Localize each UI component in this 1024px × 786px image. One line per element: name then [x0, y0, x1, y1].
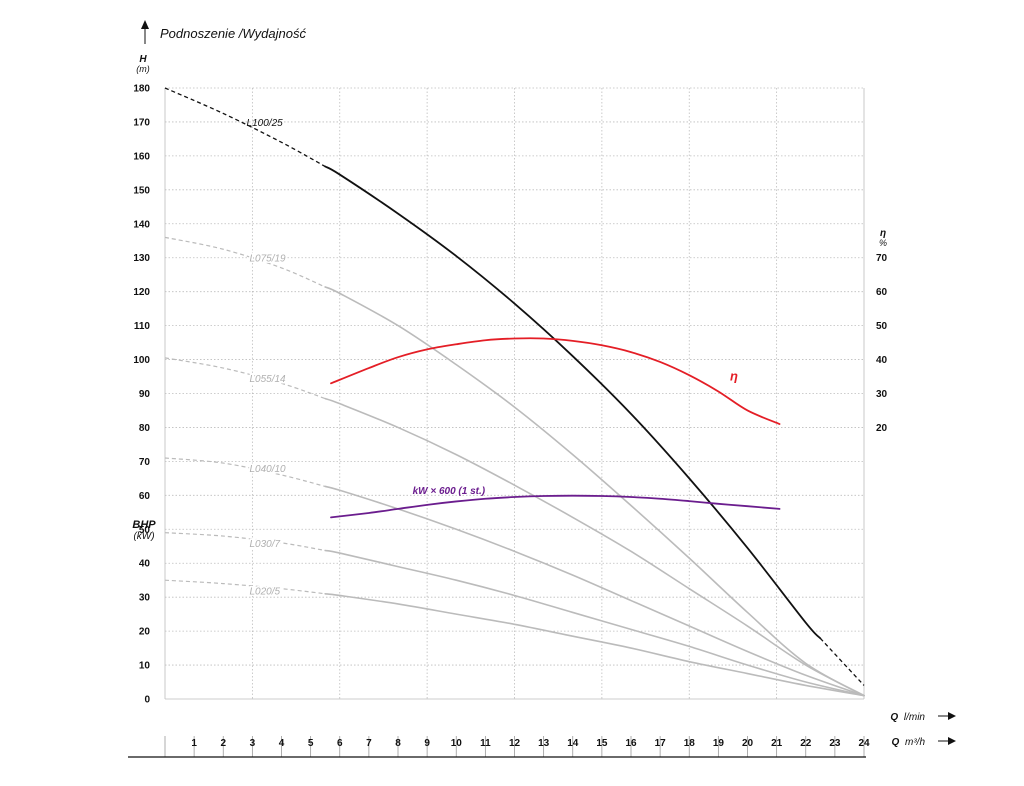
x-tick-label: 11 — [480, 738, 491, 749]
series-line-dashed-3 — [164, 457, 326, 488]
x-tick-label: 24 — [858, 738, 870, 749]
curves — [164, 87, 865, 697]
series-line-3 — [324, 485, 865, 697]
x-axis-bottom-label: Q m³/h — [891, 737, 925, 748]
y-tick-label: 150 — [133, 185, 150, 196]
series-line-dashed-5 — [164, 579, 326, 595]
y-tick-label: 20 — [139, 627, 151, 638]
series-label: η — [730, 369, 738, 384]
y-tick-label: 70 — [139, 457, 151, 468]
x-tick-label: 7 — [366, 738, 372, 749]
y-tick-label: 100 — [133, 355, 150, 366]
series-line-dashed-0 — [164, 87, 326, 168]
y-tick-label: 30 — [139, 593, 151, 604]
series-line-4 — [324, 549, 865, 697]
x-axis-bottom-arrowhead-icon — [948, 737, 956, 745]
x-tick-label: 20 — [742, 738, 754, 749]
x-tick-label: 16 — [625, 738, 637, 749]
x-tick-label: 2 — [220, 738, 226, 749]
series-label: L100/25 — [247, 118, 284, 129]
series-label-halo: L040/10 — [249, 464, 286, 475]
series-label: L055/14 — [249, 374, 286, 385]
series-line-7 — [330, 494, 781, 519]
y-tick-label: 120 — [133, 287, 150, 298]
chart-title: Podnoszenie /Wydajność — [160, 26, 306, 41]
y-tick-label: 40 — [139, 559, 151, 570]
series-label-halo: L075/19 — [249, 254, 286, 265]
y-tick-label: 90 — [139, 389, 151, 400]
bhp-axis-label: BHP — [132, 519, 156, 531]
x-tick-label: 21 — [771, 738, 783, 749]
efficiency-tick-label: 40 — [876, 355, 888, 366]
series-line-1 — [324, 286, 865, 697]
efficiency-tick-label: 60 — [876, 287, 888, 298]
series-label: L030/7 — [249, 539, 280, 550]
series-label: L040/10 — [249, 464, 286, 475]
labels: 0102030405060708090100110120130140150160… — [133, 84, 887, 750]
y-tick-label: 60 — [139, 491, 151, 502]
x-tick-label: 3 — [250, 738, 256, 749]
title-arrowhead-icon — [141, 20, 149, 29]
y-axis-label: H — [139, 54, 147, 65]
y-axis-unit: (m) — [136, 64, 150, 74]
x-axis-top-arrowhead-icon — [948, 712, 956, 720]
series-label: L020/5 — [249, 586, 280, 597]
bhp-axis-unit: (kW) — [133, 531, 154, 542]
series-label: L075/19 — [249, 254, 286, 265]
series-line-dashed-1 — [164, 236, 326, 288]
y-tick-label: 180 — [133, 84, 150, 95]
y-tick-label: 80 — [139, 423, 151, 434]
x-tick-label: 9 — [424, 738, 430, 749]
series-label-halo: L030/7 — [249, 539, 280, 550]
series-line-dashed-4 — [164, 532, 326, 552]
series-line-2 — [324, 397, 865, 697]
y-tick-label: 50 — [139, 525, 151, 536]
series-label-halo: L020/5 — [249, 586, 280, 597]
series-line-0 — [324, 165, 822, 640]
x-tick-label: 22 — [800, 738, 812, 749]
y-tick-label: 10 — [139, 661, 151, 672]
x-tick-label: 1 — [191, 738, 197, 749]
x-axis-bottom-q: Q — [891, 737, 899, 748]
efficiency-axis-unit: % — [879, 238, 887, 248]
x-tick-label: 10 — [451, 738, 463, 749]
grid — [164, 87, 865, 757]
efficiency-tick-label: 30 — [876, 389, 888, 400]
x-tick-label: 12 — [509, 738, 521, 749]
x-axis-top-label: Q l/min — [890, 712, 925, 723]
series-line-6 — [330, 337, 781, 425]
y-tick-label: 170 — [133, 117, 150, 128]
series-line-dashed-0 — [819, 637, 865, 686]
x-tick-label: 19 — [713, 738, 725, 749]
x-tick-label: 5 — [308, 738, 314, 749]
efficiency-axis-label: η — [880, 228, 886, 239]
y-tick-label: 140 — [133, 219, 150, 230]
x-tick-label: 17 — [655, 738, 667, 749]
efficiency-tick-label: 50 — [876, 321, 888, 332]
series-label: kW × 600 (1 st.) — [413, 486, 486, 497]
x-tick-label: 8 — [395, 738, 401, 749]
x-tick-label: 14 — [567, 738, 579, 749]
series-label-halo: L055/14 — [249, 374, 286, 385]
x-axis-top-q: Q — [890, 712, 898, 723]
x-tick-label: 4 — [279, 738, 285, 749]
x-axis-top-unit: l/min — [904, 712, 926, 723]
x-axis-bottom-unit: m³/h — [905, 737, 925, 748]
x-tick-label: 23 — [829, 738, 841, 749]
efficiency-tick-label: 70 — [876, 253, 888, 264]
x-tick-label: 6 — [337, 738, 343, 749]
x-tick-label: 15 — [596, 738, 608, 749]
y-tick-label: 110 — [134, 321, 151, 332]
x-tick-label: 18 — [684, 738, 696, 749]
series-line-5 — [324, 592, 865, 697]
efficiency-tick-label: 20 — [876, 423, 888, 434]
series-line-dashed-2 — [164, 357, 326, 400]
y-tick-label: 160 — [133, 151, 150, 162]
y-tick-label: 0 — [144, 695, 150, 706]
y-tick-label: 130 — [133, 253, 150, 264]
x-tick-label: 13 — [538, 738, 550, 749]
